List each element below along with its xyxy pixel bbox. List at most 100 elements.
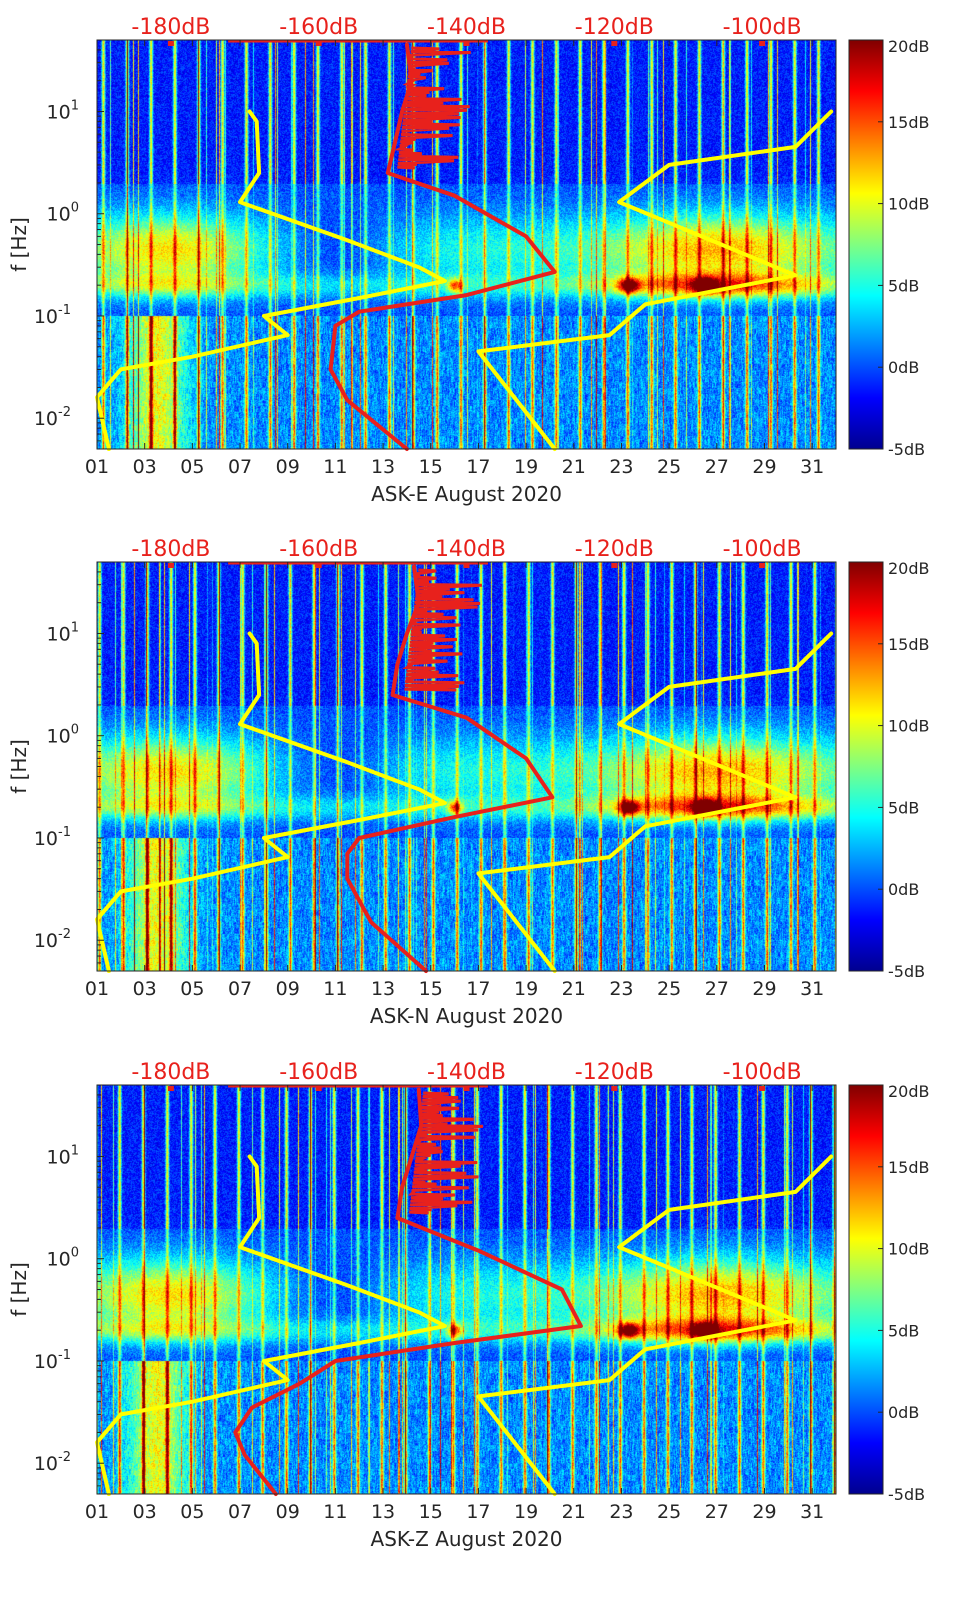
- top-db-label: -120dB: [575, 1060, 654, 1085]
- y-tick-label: 101: [47, 1143, 79, 1168]
- x-tick-label: 01: [85, 456, 109, 478]
- noise-model-curve-1: [476, 1154, 834, 1496]
- y-tick-label: 10-2: [34, 1450, 71, 1475]
- panel-ask-n: 01 03 05 07 09 11 13 15 17 19 21 23 25 27 29 31 101 100 10…: [7, 537, 930, 1028]
- y-tick-label: 101: [47, 98, 79, 123]
- colorbar-tick-label: 5dB: [888, 276, 919, 295]
- colorbar-tick-label: 10dB: [888, 1240, 930, 1259]
- noise-psd-curve: [233, 1087, 583, 1496]
- top-db-label: -180dB: [131, 1060, 210, 1085]
- x-tick-label: 03: [133, 978, 157, 1000]
- colorbar-tick-label: 5dB: [888, 798, 919, 817]
- x-tick-label: 25: [657, 1501, 681, 1523]
- x-tick-label: 21: [562, 1501, 586, 1523]
- colorbar-tick-label: 15dB: [888, 635, 930, 654]
- top-db-marker: [463, 563, 470, 568]
- x-tick-label: 17: [466, 978, 490, 1000]
- top-db-label: -100dB: [723, 15, 802, 40]
- noise-model-curve-1: [476, 109, 834, 451]
- x-tick-label: 19: [514, 456, 538, 478]
- x-tick-label: 31: [800, 1501, 824, 1523]
- colorbar-tick-label: 20dB: [888, 37, 930, 56]
- x-axis-label: ASK-Z August 2020: [371, 1527, 563, 1551]
- top-db-label: -140dB: [427, 1060, 506, 1085]
- colorbar-tick-label: 20dB: [888, 1082, 930, 1101]
- top-db-label: -160dB: [279, 1060, 358, 1085]
- x-tick-label: 27: [705, 1501, 729, 1523]
- noise-psd-curve: [328, 42, 557, 451]
- top-db-label: -160dB: [279, 15, 358, 40]
- x-tick-label: 29: [752, 1501, 776, 1523]
- noise-model-curve-0: [95, 1154, 447, 1496]
- x-tick-label: 05: [180, 456, 204, 478]
- top-db-marker: [611, 41, 618, 46]
- top-db-label: -180dB: [131, 537, 210, 562]
- y-axis-label: f [Hz]: [7, 217, 31, 272]
- y-tick-label: 100: [47, 1246, 79, 1271]
- top-db-marker: [611, 563, 618, 568]
- x-tick-label: 29: [752, 456, 776, 478]
- noise-model-curve-0: [95, 109, 447, 451]
- top-db-marker: [759, 41, 766, 46]
- top-db-label: -140dB: [427, 15, 506, 40]
- top-db-marker: [167, 563, 174, 568]
- top-db-marker: [463, 1086, 470, 1091]
- x-tick-label: 03: [133, 456, 157, 478]
- x-tick-label: 07: [228, 456, 252, 478]
- x-tick-label: 11: [323, 1501, 347, 1523]
- colorbar-tick-label: 10dB: [888, 717, 930, 736]
- x-tick-label: 25: [657, 456, 681, 478]
- x-axis-label: ASK-N August 2020: [370, 1004, 563, 1028]
- panel-ask-e: 01 03 05 07 09 11 13 15 17 19 21 23 25 27 29 31 101 100 10…: [7, 15, 930, 506]
- x-tick-label: 09: [276, 456, 300, 478]
- colorbar-tick-label: 5dB: [888, 1321, 919, 1340]
- x-tick-label: 09: [276, 1501, 300, 1523]
- x-tick-label: 01: [85, 1501, 109, 1523]
- x-tick-label: 15: [419, 456, 443, 478]
- colorbar-tick-label: 15dB: [888, 113, 930, 132]
- x-tick-label: 11: [323, 978, 347, 1000]
- noise-model-curve-0: [95, 631, 447, 973]
- x-tick-label: 05: [180, 1501, 204, 1523]
- y-tick-label: 10-2: [34, 405, 71, 430]
- colorbar-tick-label: 10dB: [888, 195, 930, 214]
- colorbar-tick-label: 0dB: [888, 880, 919, 899]
- x-tick-label: 31: [800, 978, 824, 1000]
- top-db-label: -140dB: [427, 537, 506, 562]
- spectrogram-heatmap: [97, 1085, 836, 1494]
- x-tick-label: 15: [419, 978, 443, 1000]
- colorbar: [848, 1084, 884, 1495]
- x-tick-label: 05: [180, 978, 204, 1000]
- top-db-marker: [463, 41, 470, 46]
- x-tick-label: 17: [466, 1501, 490, 1523]
- top-db-marker: [611, 1086, 618, 1091]
- top-db-label: -160dB: [279, 537, 358, 562]
- y-tick-label: 10-1: [34, 1348, 71, 1373]
- x-tick-label: 31: [800, 456, 824, 478]
- colorbar-tick-label: 15dB: [888, 1158, 930, 1177]
- top-db-marker: [759, 1086, 766, 1091]
- x-tick-label: 21: [562, 978, 586, 1000]
- noise-psd-spikes: [407, 1091, 483, 1215]
- x-tick-label: 13: [371, 456, 395, 478]
- colorbar-tick-label: -5dB: [888, 440, 925, 459]
- colorbar-tick-label: 0dB: [888, 358, 919, 377]
- noise-psd-spikes: [394, 46, 471, 170]
- top-db-marker: [315, 41, 322, 46]
- x-tick-label: 23: [609, 456, 633, 478]
- colorbar-tick-label: -5dB: [888, 962, 925, 981]
- x-tick-label: 19: [514, 1501, 538, 1523]
- x-tick-label: 17: [466, 456, 490, 478]
- y-tick-label: 10-2: [34, 927, 71, 952]
- x-tick-label: 25: [657, 978, 681, 1000]
- y-tick-label: 10-1: [34, 825, 71, 850]
- panel-ask-z: 01 03 05 07 09 11 13 15 17 19 21 23 25 27 29 31 101 100 10…: [7, 1060, 930, 1551]
- x-tick-label: 27: [705, 456, 729, 478]
- noise-psd-curve: [345, 564, 555, 973]
- x-tick-label: 15: [419, 1501, 443, 1523]
- y-axis-label: f [Hz]: [7, 739, 31, 794]
- top-db-marker: [315, 1086, 322, 1091]
- x-tick-label: 07: [228, 1501, 252, 1523]
- x-tick-label: 09: [276, 978, 300, 1000]
